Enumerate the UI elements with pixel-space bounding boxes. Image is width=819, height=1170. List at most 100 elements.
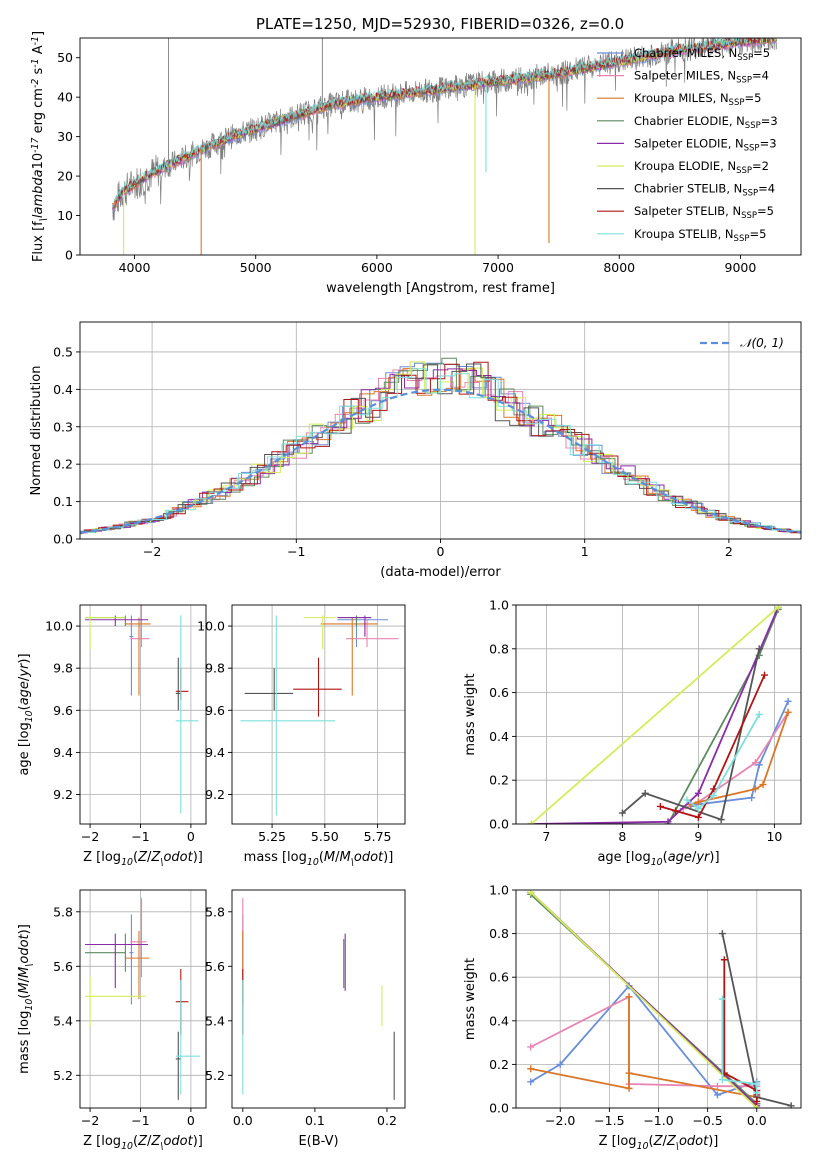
y-tick-label: 10 <box>57 208 73 223</box>
weight-marker <box>755 761 763 769</box>
weight-marker <box>625 1084 633 1092</box>
x-axis-label: (data-model)/error <box>380 565 501 580</box>
weight-marker <box>710 785 718 793</box>
y-tick-label: 0.2 <box>53 457 73 472</box>
y-tick-label: 9.2 <box>205 787 225 802</box>
x-axis-label: Z [log10(Z/Z\odot)] <box>599 1134 719 1152</box>
weight-marker <box>759 781 767 789</box>
weight-marker <box>753 1089 761 1097</box>
y-tick-label: 9.6 <box>53 703 73 718</box>
y-tick-label: 20 <box>57 169 73 184</box>
weight-marker <box>618 809 626 817</box>
weight-lines <box>527 890 795 1108</box>
weight-marker <box>784 697 792 705</box>
y-tick-label: 9.4 <box>53 745 73 760</box>
weight-marker <box>784 708 792 716</box>
y-tick-label: 0.4 <box>53 382 73 397</box>
y-tick-label: 0.2 <box>489 773 509 788</box>
error-bars <box>240 615 399 816</box>
y-axis-label: Normed distribution <box>29 366 44 496</box>
x-tick-label: 0 <box>187 1113 195 1128</box>
y-tick-label: 9.8 <box>205 661 225 676</box>
x-axis-label: Z [log10(Z/Z\odot)] <box>83 850 203 868</box>
legend-entry: Salpeter MILES, NSSP=4 <box>634 69 769 86</box>
weight-marker <box>527 1043 535 1051</box>
y-tick-label: 5.2 <box>53 1068 73 1083</box>
grid <box>80 605 206 824</box>
weight-marker <box>527 820 535 824</box>
histogram-step <box>80 368 801 534</box>
y-tick-label: 0 <box>65 248 73 263</box>
y-tick-label: 9.2 <box>53 787 73 802</box>
y-tick-label: 0.6 <box>489 970 509 985</box>
weight-line <box>667 609 780 824</box>
weight-marker <box>753 1097 761 1105</box>
spectrum-lines <box>112 38 778 255</box>
y-tick-label: 40 <box>57 90 73 105</box>
grid <box>80 890 206 1108</box>
spectrum-legend: Chabrier MILES, NSSP=5 Salpeter MILES, NS… <box>597 46 778 244</box>
y-tick-label: 10.0 <box>45 619 73 634</box>
y-tick-label: 0.3 <box>53 419 73 434</box>
weight-vs-Z-panel: −2.0 −1.5 −1.0 −0.5 0.0 0.0 0.2 0.4 0.6 0.8 1.0 Z [… <box>463 883 802 1152</box>
histograms <box>80 357 801 535</box>
y-tick-label: 10.0 <box>197 619 225 634</box>
weight-marker <box>774 605 782 611</box>
y-tick-label: 0.0 <box>53 532 73 547</box>
x-tick-label: 5000 <box>240 260 272 275</box>
y-tick-label: 0.5 <box>53 344 73 359</box>
y-tick-label: 0.8 <box>489 641 509 656</box>
y-tick-label: 0.0 <box>489 817 509 832</box>
grid <box>516 604 801 825</box>
x-tick-label: 0.1 <box>305 1113 325 1128</box>
weight-marker <box>718 995 726 1003</box>
age-vs-mass-panel: 5.25 5.50 5.75 9.2 9.4 9.6 9.8 10.0 mass [log10(… <box>197 604 406 868</box>
weight-marker <box>748 794 756 802</box>
normal-curve <box>80 388 801 534</box>
x-axis-label: E(B-V) <box>298 1134 338 1149</box>
weight-marker <box>718 1076 726 1084</box>
x-tick-label: 0.0 <box>233 1113 253 1128</box>
x-tick-label: −1.0 <box>643 1113 673 1128</box>
weight-marker <box>625 1069 633 1077</box>
histogram-step <box>80 368 801 534</box>
x-tick-label: 0 <box>187 829 195 844</box>
y-tick-label: 0.1 <box>53 494 73 509</box>
weight-marker <box>694 813 702 821</box>
weight-marker <box>713 1082 721 1090</box>
weight-marker <box>664 818 672 824</box>
histogram-step <box>80 361 801 534</box>
mass-vs-ebv-panel: 0.0 0.1 0.2 5.2 5.4 5.6 5.8 E(B-V) <box>205 889 406 1149</box>
weight-marker <box>755 711 763 718</box>
weight-marker <box>625 993 633 1001</box>
x-tick-label: 5.75 <box>364 829 392 844</box>
y-tick-label: 9.4 <box>205 745 225 760</box>
x-tick-label: 5.25 <box>258 829 286 844</box>
weight-line <box>530 891 758 1108</box>
weight-marker <box>755 645 763 653</box>
y-tick-label: 0.4 <box>489 1013 509 1028</box>
y-tick-label: 1.0 <box>489 883 509 898</box>
axes-frame <box>231 604 406 825</box>
x-tick-label: 9000 <box>725 260 757 275</box>
axes-frame <box>515 604 802 825</box>
y-tick-label: 5.6 <box>53 959 73 974</box>
weight-vs-age-panel: 7 8 9 10 0.0 0.2 0.4 0.6 0.8 1.0 age [log10(age/yr… <box>463 598 802 868</box>
y-tick-label: 9.8 <box>53 661 73 676</box>
y-tick-label: 0.8 <box>489 926 509 941</box>
weight-marker <box>787 1102 795 1108</box>
x-tick-label: 8000 <box>603 260 635 275</box>
y-tick-label: 9.6 <box>205 703 225 718</box>
x-tick-label: −2 <box>81 829 99 844</box>
legend-entry: Kroupa MILES, NSSP=5 <box>634 91 761 108</box>
spectrum-panel: Chabrier MILES, NSSP=5 Salpeter MILES, NS… <box>30 31 802 296</box>
x-tick-label: −2 <box>143 544 161 559</box>
x-tick-label: 0 <box>437 544 445 559</box>
weight-marker <box>694 789 702 797</box>
mass-vs-Z-panel: −2 −1 0 5.2 5.4 5.6 5.8 Z [log10(Z/Z\odot)] mass… <box>17 889 207 1152</box>
y-tick-label: 0.0 <box>489 1101 509 1116</box>
error-bars <box>242 898 395 1100</box>
legend-entry: Kroupa STELIB, NSSP=5 <box>634 227 766 244</box>
axes-frame <box>79 889 207 1109</box>
y-axis-label: mass weight <box>463 673 478 755</box>
